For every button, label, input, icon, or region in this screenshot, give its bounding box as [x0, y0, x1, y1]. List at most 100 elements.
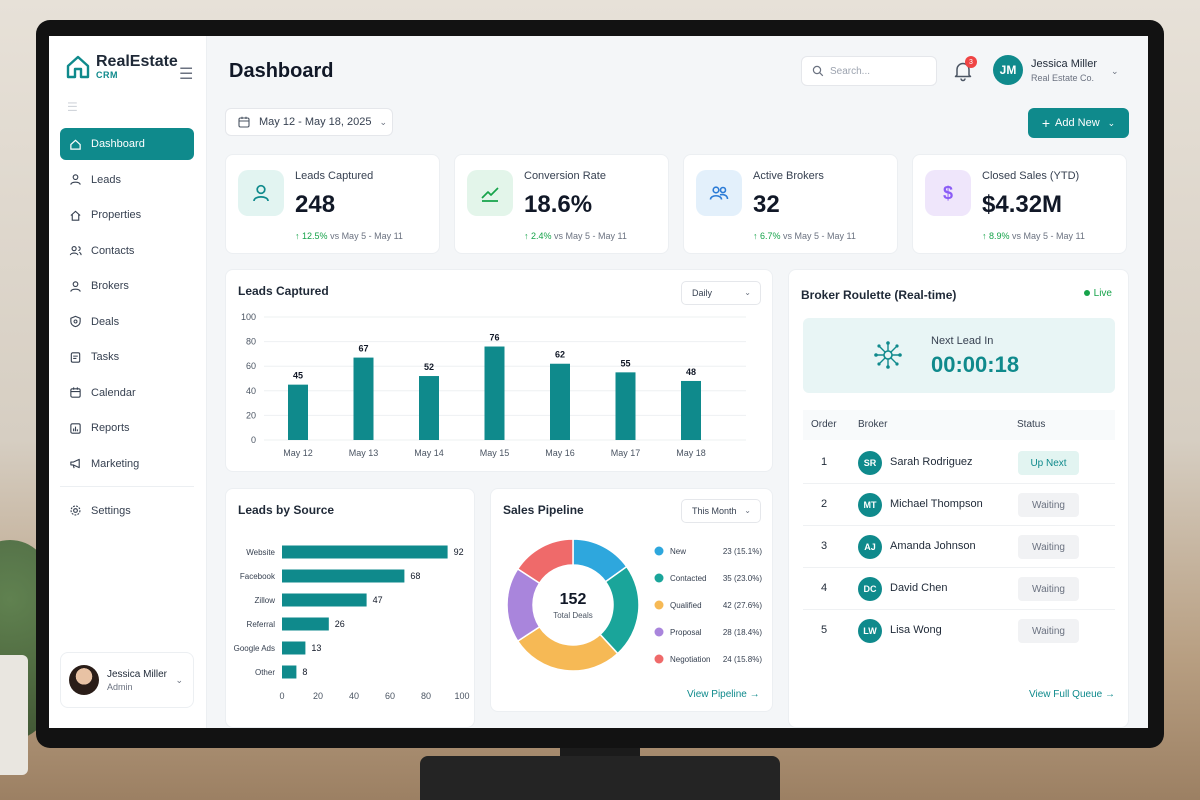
sidebar-item-contacts[interactable]: Contacts	[60, 235, 194, 267]
monitor: RealEstate CRM ☰ ☰ Dashboard Leads Prope…	[36, 20, 1164, 748]
sidebar-item-label: Settings	[91, 504, 131, 517]
leads-period-select[interactable]: Daily ⌄	[681, 281, 761, 305]
sidebar-item-marketing[interactable]: Marketing	[60, 448, 194, 480]
kpi-value: $4.32M	[982, 191, 1063, 218]
search-placeholder: Search...	[830, 65, 871, 77]
table-row[interactable]: 1 SR Sarah Rodriguez Up Next	[803, 442, 1115, 484]
sidebar-item-label: Properties	[91, 209, 142, 221]
trend-up-icon: ↑	[524, 231, 532, 241]
row-order: 1	[821, 456, 828, 468]
chevron-down-icon[interactable]: ⌄	[1111, 66, 1119, 76]
header-user-company: Real Estate Co.	[1031, 73, 1095, 83]
x-tick-label: May 15	[480, 448, 510, 458]
chevron-down-icon: ⌄	[744, 506, 751, 515]
kpi-label: Closed Sales (YTD)	[982, 170, 1080, 182]
broker-name: David Chen	[890, 582, 948, 594]
data-label: 68	[410, 571, 420, 581]
date-range-picker[interactable]: May 12 - May 18, 2025 ⌄	[225, 108, 393, 136]
screen: RealEstate CRM ☰ ☰ Dashboard Leads Prope…	[49, 36, 1148, 728]
bar	[282, 593, 367, 607]
pot-decoration	[0, 655, 28, 775]
search-input[interactable]: Search...	[801, 56, 937, 86]
source-chart-title: Leads by Source	[238, 503, 335, 517]
kpi-card-leads[interactable]: Leads Captured 248 ↑ 12.5% vs May 5 - Ma…	[225, 154, 440, 254]
x-tick-label: 40	[349, 691, 359, 701]
sidebar-item-properties[interactable]: Properties	[60, 199, 194, 231]
kpi-change: 6.7%	[760, 231, 781, 241]
view-pipeline-link[interactable]: View Pipeline →	[687, 689, 760, 700]
kpi-change: 12.5%	[302, 231, 328, 241]
table-row[interactable]: 4 DC David Chen Waiting	[803, 568, 1115, 610]
x-tick-label: 100	[454, 691, 469, 701]
header-avatar[interactable]: JM	[993, 55, 1023, 85]
broker-name: Michael Thompson	[890, 498, 983, 510]
sidebar-item-dashboard[interactable]: Dashboard	[60, 128, 194, 160]
sidebar-user-role: Admin	[107, 681, 133, 692]
deals-icon	[68, 315, 82, 329]
network-icon	[874, 341, 902, 369]
sidebar-item-settings[interactable]: Settings	[60, 495, 194, 527]
pipeline-donut-chart: New 23 (15.1%) Contacted 35 (23.0%) Qualifie…	[506, 538, 762, 672]
table-row[interactable]: 2 MT Michael Thompson Waiting	[803, 484, 1115, 526]
col-order: Order	[811, 419, 837, 430]
leads-period-value: Daily	[692, 288, 713, 298]
sidebar-item-label: Brokers	[91, 280, 129, 292]
pipeline-title: Sales Pipeline	[503, 503, 584, 517]
col-broker: Broker	[858, 419, 888, 430]
kpi-trend: ↑ 12.5% vs May 5 - May 11	[295, 231, 403, 241]
table-row[interactable]: 5 LW Lisa Wong Waiting	[803, 610, 1115, 652]
team-icon	[709, 186, 729, 200]
roulette-table-header: Order Broker Status	[803, 410, 1115, 440]
live-label: Live	[1093, 288, 1112, 299]
x-tick-label: May 14	[414, 448, 444, 458]
sidebar-item-tasks[interactable]: Tasks	[60, 341, 194, 373]
x-tick-label: May 18	[676, 448, 706, 458]
data-label: 67	[358, 344, 368, 354]
kpi-card-brokers[interactable]: Active Brokers 32 ↑ 6.7% vs May 5 - May …	[683, 154, 898, 254]
date-range-value: May 12 - May 18, 2025	[259, 116, 372, 128]
building-icon	[68, 208, 82, 222]
brokers-icon	[68, 279, 82, 293]
app-logo[interactable]: RealEstate CRM	[65, 54, 178, 80]
next-lead-countdown: 00:00:18	[931, 352, 1020, 377]
view-full-queue-link[interactable]: View Full Queue →	[1029, 689, 1115, 700]
pipeline-period-select[interactable]: This Month ⌄	[681, 499, 761, 523]
row-order: 5	[821, 624, 828, 636]
y-tick-label: 60	[246, 361, 256, 371]
kpi-trend: ↑ 8.9% vs May 5 - May 11	[982, 231, 1085, 241]
trend-up-icon: ↑	[295, 231, 303, 241]
x-tick-label: 80	[421, 691, 431, 701]
sidebar-item-leads[interactable]: Leads	[60, 164, 194, 196]
broker-name: Lisa Wong	[890, 624, 942, 636]
broker-avatar: DC	[858, 577, 882, 601]
kpi-card-sales[interactable]: $ Closed Sales (YTD) $4.32M ↑ 8.9% vs Ma…	[912, 154, 1127, 254]
row-order: 2	[821, 498, 828, 510]
user-icon	[253, 184, 269, 202]
header-user[interactable]: Jessica Miller Real Estate Co.	[1031, 58, 1097, 83]
sidebar-item-reports[interactable]: Reports	[60, 412, 194, 444]
leads-chart-card: Leads Captured Daily ⌄ 0 20 40 60 80 100 45 May…	[225, 269, 773, 472]
status-badge: Waiting	[1018, 535, 1079, 559]
sidebar-item-calendar[interactable]: Calendar	[60, 377, 194, 409]
bar	[484, 346, 505, 440]
leads-chart-title: Leads Captured	[238, 284, 329, 298]
y-tick-label: Zillow	[255, 596, 276, 605]
sidebar-item-brokers[interactable]: Brokers	[60, 270, 194, 302]
data-label: 47	[373, 595, 383, 605]
app-subtitle: CRM	[96, 70, 118, 80]
sidebar-item-deals[interactable]: Deals	[60, 306, 194, 338]
y-tick-label: 0	[251, 435, 256, 445]
table-row[interactable]: 3 AJ Amanda Johnson Waiting	[803, 526, 1115, 568]
menu-toggle-icon[interactable]: ☰	[179, 66, 194, 83]
add-new-button[interactable]: + Add New ⌄	[1028, 108, 1129, 138]
kpi-card-conversion[interactable]: Conversion Rate 18.6% ↑ 2.4% vs May 5 - …	[454, 154, 669, 254]
legend-label: Contacted	[670, 574, 706, 583]
leads-bar-chart: 0 20 40 60 80 100 45 May 12 67 May 13 52 May 14 76 Ma…	[241, 312, 746, 458]
roulette-title: Broker Roulette (Real-time)	[801, 288, 957, 302]
sidebar-user-name: Jessica Miller	[107, 668, 168, 680]
notifications-button[interactable]: 3	[953, 56, 977, 82]
trend-icon	[481, 187, 499, 202]
kpi-value: 248	[295, 191, 336, 218]
next-lead-label: Next Lead In	[931, 335, 994, 347]
sidebar-user-card[interactable]: Jessica Miller Admin ⌄	[60, 652, 194, 708]
